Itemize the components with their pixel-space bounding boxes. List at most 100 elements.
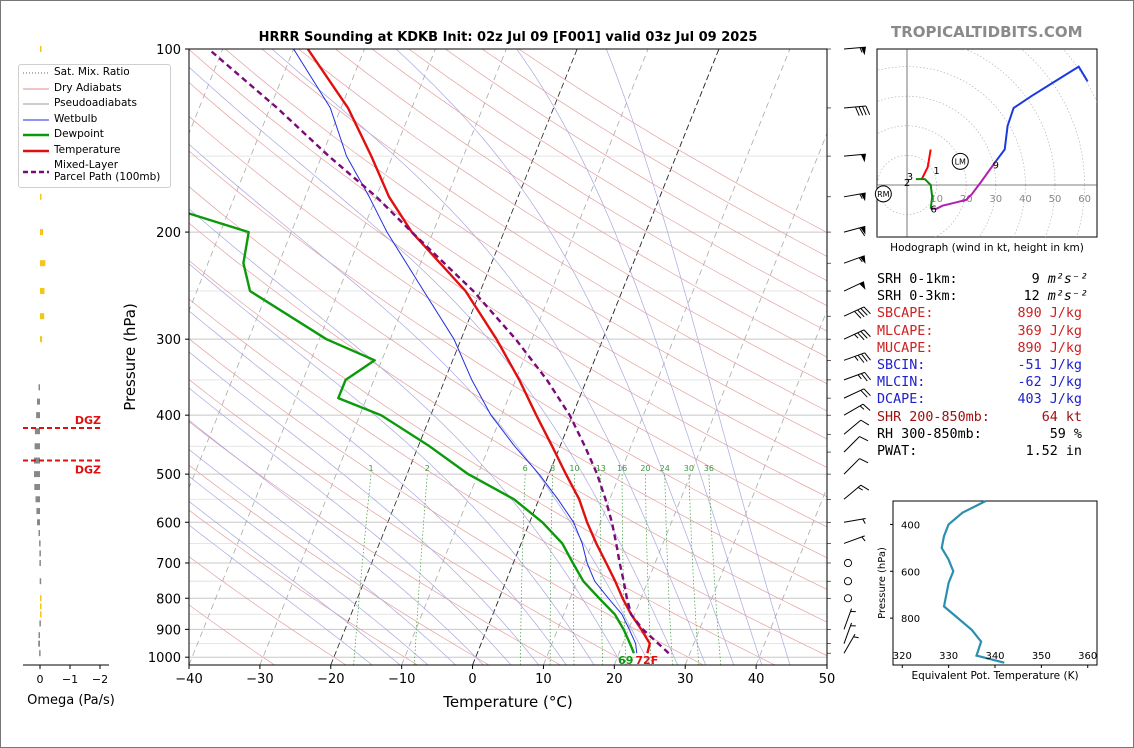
wind-barb [843, 329, 871, 341]
omega-bar [38, 632, 40, 639]
isotherm [613, 132, 827, 665]
dry-adiabat [224, 49, 827, 440]
x-tick-label: 40 [748, 672, 765, 687]
legend-swatch [23, 88, 49, 89]
stat-label: RH 300-850mb: [877, 426, 982, 442]
moist-adiabat [189, 524, 373, 665]
omega-bar [34, 457, 40, 464]
wind-barb [843, 484, 870, 500]
hodo-ring-label: 10 [930, 194, 943, 205]
omega-bar [40, 229, 43, 236]
barb-full [860, 353, 868, 362]
stat-row: SHR 200-850mb: 64 kt [877, 409, 1092, 426]
x-tick-label: 10 [535, 672, 552, 687]
mixing-ratio-line [645, 474, 652, 665]
hodo-ring-label: 30 [989, 194, 1002, 205]
thetae-x-tick-label: 320 [893, 651, 912, 662]
barb-half [857, 374, 862, 380]
thetae-x-tick-label: 340 [985, 651, 1004, 662]
omega-bar [39, 540, 41, 547]
stat-row: SRH 0-1km: 9 m²s⁻² [877, 271, 1092, 288]
dry-adiabat [189, 509, 418, 665]
mixing-ratio-line [573, 474, 575, 665]
barb-full [862, 403, 871, 411]
hodo-ring-label: 60 [1078, 194, 1091, 205]
barb-half [857, 486, 863, 491]
isotherm [1, 49, 10, 665]
y-tick-label: 900 [156, 623, 181, 638]
legend-item: Dewpoint [19, 127, 170, 143]
barb-full [860, 308, 868, 316]
stat-value: 403 J/kg [1017, 392, 1083, 408]
isotherm [684, 309, 827, 665]
moist-adiabat [605, 49, 791, 665]
barb-staff [843, 535, 865, 544]
mixing-ratio-label: 8 [550, 464, 555, 473]
legend-item: Wetbulb [19, 112, 170, 128]
dry-adiabat [408, 49, 827, 307]
stat-label: PWAT: [877, 443, 918, 459]
barb-half [850, 611, 856, 613]
calm-circle [843, 558, 853, 568]
wind-barb [843, 388, 871, 399]
moist-adiabat [189, 143, 651, 665]
barb-full [854, 310, 862, 319]
dry-adiabat [261, 49, 827, 412]
isotherm [401, 49, 649, 665]
thetae-y-title: Pressure (hPa) [877, 547, 888, 619]
barb-flag [860, 226, 866, 235]
omega-bar [35, 496, 40, 503]
y-tick-label: 500 [156, 468, 181, 483]
moist-adiabat [189, 475, 429, 665]
legend-label: Dewpoint [54, 128, 104, 140]
stat-label: DCAPE: [877, 392, 926, 408]
barb-staff [843, 436, 860, 453]
hodo-ring-label: 50 [1049, 194, 1062, 205]
omega-bar [37, 519, 40, 526]
barb-full [858, 106, 864, 116]
mixing-ratio-label: 10 [569, 464, 579, 473]
stat-value: -62 J/kg [1017, 375, 1083, 391]
barb-full [859, 227, 866, 237]
omega-bar [39, 620, 41, 627]
omega-bar [34, 443, 40, 450]
omega-bar [39, 559, 41, 566]
stat-label: SRH 0-1km: [877, 272, 958, 287]
omega-bar [34, 471, 40, 478]
hodo-caption: Hodograph (wind in kt, height in km) [890, 242, 1084, 254]
barb-half [859, 405, 865, 410]
legend-label: Temperature [54, 143, 121, 156]
dry-adiabat [189, 260, 827, 657]
barb-full [864, 372, 871, 381]
wind-barb [843, 517, 866, 524]
legend-item: Dry Adiabats [19, 81, 170, 97]
mixing-ratio-label: 1 [368, 464, 373, 473]
calm-circle [843, 577, 853, 586]
stat-value: 64 kt [1041, 409, 1082, 425]
moist-adiabat [189, 310, 567, 665]
stat-label: SBCIN: [877, 357, 926, 373]
dgz-label: DGZ [75, 414, 101, 427]
surface-dew-label: 69 [618, 654, 633, 667]
wind-barb [843, 306, 871, 319]
moist-adiabat [189, 448, 456, 665]
wind-barb [843, 371, 871, 382]
isotherm [472, 49, 720, 665]
x-tick-label: 0 [468, 672, 476, 687]
stat-label: SBCAPE: [877, 306, 934, 322]
dry-adiabat [189, 556, 347, 665]
wind-barb [843, 436, 869, 453]
barb-staff [843, 46, 866, 50]
legend-label: Sat. Mix. Ratio [54, 66, 130, 78]
omega-bar [34, 483, 40, 490]
stat-row: MLCAPE: 369 J/kg [877, 323, 1092, 340]
legend-item: Temperature [19, 143, 170, 159]
mixing-ratio-label: 24 [660, 464, 670, 473]
mixing-ratio-line [688, 474, 700, 665]
hodo-segment [915, 178, 934, 209]
theta-e-chart: 320 330 340 350 360 400 600 800 Equivalent Pot. … [877, 500, 1098, 682]
stat-row: MUCAPE: 890 J/kg [877, 340, 1092, 357]
hodo-height-label: 2 [904, 178, 910, 189]
